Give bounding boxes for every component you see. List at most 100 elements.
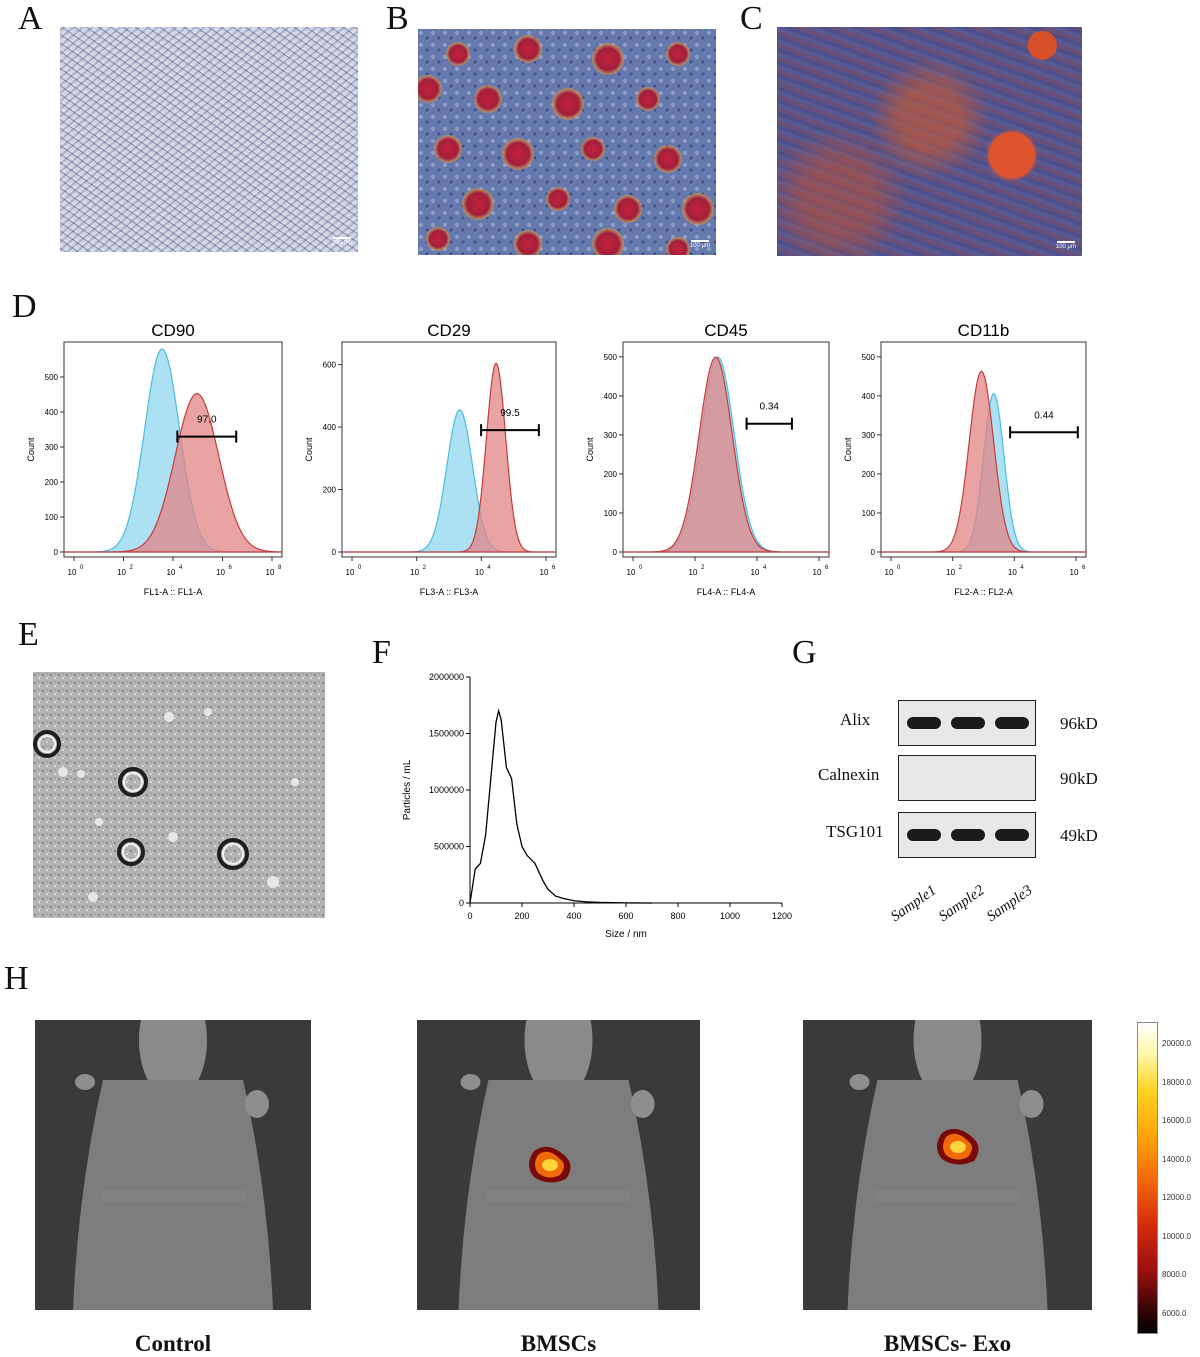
fluorescence-signal-core: [950, 1141, 966, 1153]
y-axis-label: Count: [843, 437, 853, 462]
x-tick-label: 10: [885, 568, 894, 577]
lipid-droplet: [418, 75, 442, 103]
mouse-silhouette: [417, 1020, 700, 1310]
group-label: BMSCs: [520, 1331, 597, 1356]
colorbar-tick-label: 18000.0: [1162, 1077, 1191, 1087]
flow-title: CD29: [427, 321, 470, 340]
panel-label-a: A: [18, 0, 43, 37]
x-tick-label: 10: [346, 568, 355, 577]
y-tick-label: 400: [862, 392, 876, 401]
y-tick-label: 400: [323, 423, 337, 432]
y-axis-label: Count: [585, 437, 595, 462]
y-tick-label: 0: [332, 548, 337, 557]
x-tick-exponent: 2: [701, 565, 705, 571]
nta-data-point: [511, 778, 513, 780]
colorbar-tick-label: 12000.0: [1162, 1193, 1191, 1202]
colorbar-tick-label: 20000.0: [1162, 1039, 1191, 1048]
mouse-paw: [245, 1090, 269, 1118]
panel-label-g: G: [792, 634, 817, 671]
x-tick-exponent: 2: [130, 565, 134, 571]
lipid-droplet: [502, 138, 534, 170]
x-tick-exponent: 0: [639, 565, 643, 571]
x-tick-exponent: 2: [959, 565, 963, 571]
y-tick-label: 0: [871, 548, 876, 557]
blot-molecular-weight: 49kD: [1060, 826, 1098, 845]
group-label: Control: [134, 1331, 212, 1356]
marker-histogram: [342, 362, 556, 553]
nta-data-point: [490, 778, 492, 780]
mouse-fold: [486, 1190, 631, 1202]
nta-data-point: [498, 710, 500, 712]
y-tick-label: 500000: [434, 842, 464, 852]
x-axis-label: FL4-A :: FL4-A: [697, 587, 756, 597]
x-tick-label: 10: [216, 568, 225, 577]
nta-data-point: [505, 766, 507, 768]
lipid-droplet: [581, 137, 605, 161]
colorbar-tick-label: 6000.0: [1162, 1308, 1187, 1318]
tem-exosome-image: [33, 672, 325, 918]
protein-band: [951, 717, 985, 729]
gate-percentage: 99.5: [500, 408, 520, 419]
panel-label-e: E: [18, 616, 39, 653]
protein-band: [907, 717, 941, 729]
nta-data-point: [599, 901, 601, 904]
x-tick-exponent: 0: [358, 565, 362, 571]
marker-histogram: [623, 356, 829, 553]
y-tick-label: 0: [54, 548, 59, 557]
nta-data-point: [542, 879, 544, 881]
protein-band: [995, 829, 1029, 841]
y-tick-label: 500: [862, 353, 876, 362]
x-tick-label: 10: [813, 568, 822, 577]
lipid-droplet: [462, 188, 494, 220]
nta-data-point: [612, 902, 614, 904]
nta-data-point: [563, 897, 565, 900]
mouse-image-1: [35, 1020, 311, 1310]
y-tick-label: 100: [862, 509, 876, 518]
y-tick-label: 600: [323, 361, 337, 370]
lipid-droplet: [514, 230, 542, 255]
nta-data-point: [651, 902, 653, 904]
lipid-droplet: [682, 193, 714, 225]
x-tick-label: 200: [514, 911, 529, 921]
mouse-paw: [460, 1074, 481, 1090]
protein-band: [907, 829, 941, 841]
y-tick-label: 300: [604, 431, 618, 440]
gate-percentage: 0.44: [1034, 410, 1054, 421]
x-tick-label: 0: [467, 911, 472, 921]
x-tick-label: 10: [1070, 568, 1079, 577]
tem-vesicles: [33, 672, 325, 918]
x-tick-exponent: 0: [80, 565, 84, 571]
x-tick-label: 10: [627, 568, 636, 577]
x-tick-label: 10: [1008, 568, 1017, 577]
panel-label-b: B: [386, 0, 409, 37]
colorbar-tick-label: 16000.0: [1162, 1116, 1191, 1125]
x-tick-label: 1000: [720, 911, 740, 921]
msc-morphology-image: 100 μm: [60, 27, 358, 252]
lipid-droplet: [546, 187, 570, 211]
lipid-droplet: [446, 42, 470, 66]
nta-data-point: [547, 888, 549, 891]
nta-size-curve: [469, 708, 653, 904]
lipid-droplet: [636, 87, 660, 111]
x-tick-label: 10: [751, 568, 760, 577]
scale-bar: 100 μm: [332, 237, 352, 246]
y-tick-label: 0: [613, 548, 618, 557]
x-tick-label: 10: [68, 568, 77, 577]
gate-percentage: 97.0: [197, 415, 217, 426]
adipogenic-oil-red-image: 100 μm: [418, 29, 716, 255]
blot-protein-label: Calnexin: [818, 765, 880, 784]
y-tick-label: 400: [45, 408, 59, 417]
lipid-droplet: [552, 88, 584, 120]
gate-percentage: 0.34: [760, 402, 780, 413]
fluorescence-signal-core: [542, 1159, 558, 1171]
panel-label-f: F: [372, 634, 391, 671]
nta-data-point: [485, 834, 487, 836]
colorbar-tick-label: 10000.0: [1162, 1231, 1191, 1241]
x-axis-label: FL3-A :: FL3-A: [420, 587, 479, 597]
protein-band: [951, 829, 985, 841]
blot-molecular-weight: 96kD: [1060, 714, 1098, 733]
blot-sample-label: Sample1: [888, 882, 940, 926]
x-tick-label: 10: [946, 568, 955, 577]
